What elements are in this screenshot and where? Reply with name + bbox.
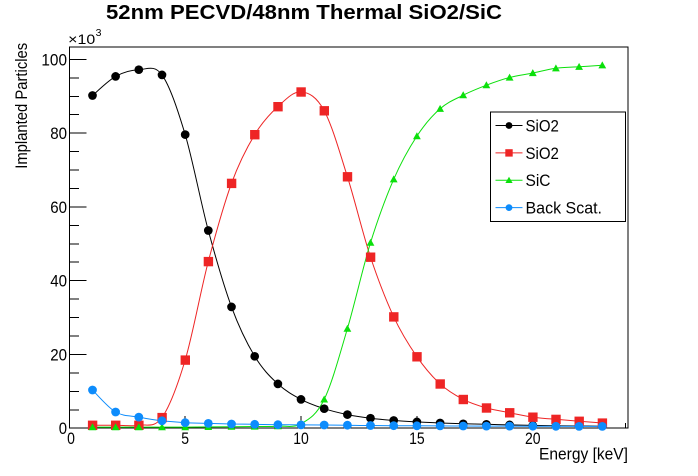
svg-text:5: 5 [181,430,189,448]
svg-text:52nm PECVD/48nm Thermal SiO2/S: 52nm PECVD/48nm Thermal SiO2/SiC [106,2,502,24]
svg-text:40: 40 [50,273,67,291]
svg-text:Back Scat.: Back Scat. [526,199,603,218]
svg-text:Energy [keV]: Energy [keV] [539,446,628,464]
svg-text:15: 15 [409,430,425,448]
svg-text:100: 100 [41,51,67,69]
svg-text:SiC: SiC [526,171,551,190]
svg-text:10: 10 [293,430,309,448]
svg-text:SiO2: SiO2 [526,117,559,136]
svg-text:Implanted Particles: Implanted Particles [13,43,31,169]
svg-text:80: 80 [50,125,67,143]
svg-text:20: 20 [50,346,67,364]
svg-text:SiO2: SiO2 [526,144,559,163]
svg-text:20: 20 [525,430,541,448]
svg-text:0: 0 [59,420,67,438]
svg-text:×10: ×10 [68,31,95,47]
svg-text:60: 60 [50,199,67,217]
svg-text:0: 0 [67,430,75,448]
svg-text:3: 3 [96,27,102,39]
